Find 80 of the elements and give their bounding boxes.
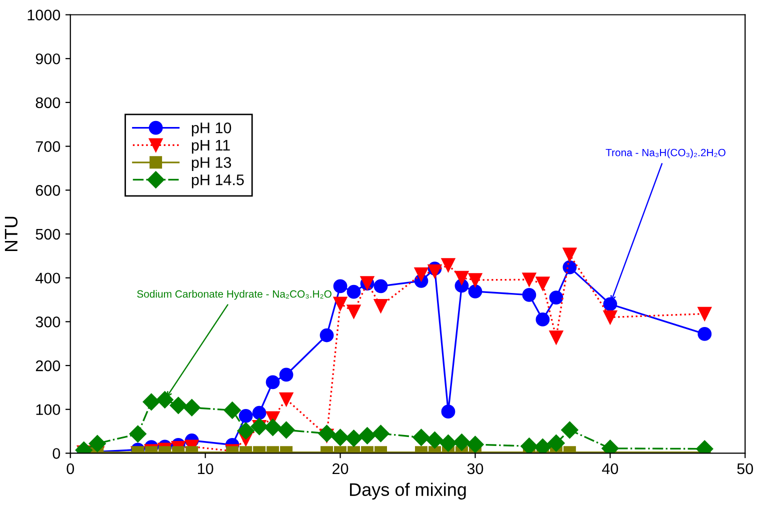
point — [603, 297, 618, 312]
x-axis-title: Days of mixing — [350, 482, 466, 500]
point — [468, 284, 482, 298]
point — [441, 258, 456, 272]
point — [468, 273, 482, 287]
point — [266, 375, 280, 390]
point — [549, 290, 564, 305]
point — [264, 418, 282, 436]
point — [346, 284, 361, 299]
point — [520, 438, 538, 454]
point — [332, 428, 349, 446]
point — [372, 424, 390, 442]
y-tick-label: 800 — [36, 97, 60, 108]
point — [183, 399, 200, 416]
y-tick-label: 700 — [36, 141, 60, 152]
y-tick-label: 200 — [36, 360, 60, 372]
point — [278, 421, 295, 439]
point — [536, 276, 550, 290]
y-tick-label: 600 — [36, 185, 60, 196]
point — [156, 391, 174, 408]
x-tick-label: 40 — [602, 463, 618, 474]
point — [346, 304, 361, 319]
point — [318, 424, 336, 442]
x-tick-label: 10 — [198, 463, 214, 474]
point — [224, 402, 241, 419]
point — [549, 330, 564, 344]
point — [454, 270, 469, 285]
annotation: Sodium Carbonate Hydrate - Na₂CO₃.H₂O — [137, 290, 332, 300]
point — [562, 260, 577, 274]
point — [279, 392, 294, 406]
y-axis-title: NTU — [4, 216, 18, 252]
point — [562, 248, 577, 262]
point — [561, 421, 578, 439]
point — [333, 296, 348, 311]
y-tick-label: 400 — [36, 272, 60, 284]
point — [170, 396, 187, 414]
x-tick-label: 30 — [467, 463, 484, 474]
legend-label: pH 10 — [192, 122, 232, 136]
point — [466, 436, 484, 454]
point — [88, 435, 106, 452]
point — [238, 409, 253, 423]
point — [142, 393, 160, 410]
point — [412, 428, 430, 446]
point — [252, 406, 266, 420]
y-tick-label: 0 — [52, 448, 60, 459]
point — [453, 434, 470, 451]
y-tick-label: 300 — [36, 316, 60, 328]
y-tick-label: 1000 — [28, 10, 60, 20]
y-tick-label: 100 — [36, 404, 60, 416]
point — [345, 430, 362, 447]
legend-label: pH 11 — [192, 140, 230, 154]
legend-label: pH 13 — [192, 157, 232, 171]
legend-label: pH 14.5 — [192, 174, 244, 188]
point — [440, 434, 457, 452]
point — [237, 422, 254, 440]
point — [320, 328, 334, 342]
point — [603, 310, 618, 324]
point — [428, 264, 442, 278]
x-tick-label: 50 — [737, 463, 754, 474]
point — [414, 267, 428, 282]
y-tick-label: 900 — [36, 53, 60, 64]
point — [534, 438, 552, 454]
point — [279, 368, 294, 382]
point — [426, 432, 444, 449]
point — [333, 279, 348, 294]
point — [374, 279, 388, 294]
point — [536, 312, 550, 326]
x-tick-label: 0 — [66, 463, 74, 474]
annotation: Trona - Na₃H(CO₃)₂.2H₂O — [606, 148, 726, 158]
point — [374, 298, 388, 313]
point — [129, 425, 146, 442]
point — [522, 288, 536, 302]
point — [441, 404, 456, 419]
point — [522, 272, 536, 287]
point — [548, 434, 565, 452]
x-tick-label: 20 — [332, 463, 348, 474]
point — [698, 327, 712, 341]
point — [358, 427, 376, 444]
y-tick-label: 500 — [36, 228, 60, 240]
point — [698, 306, 712, 321]
